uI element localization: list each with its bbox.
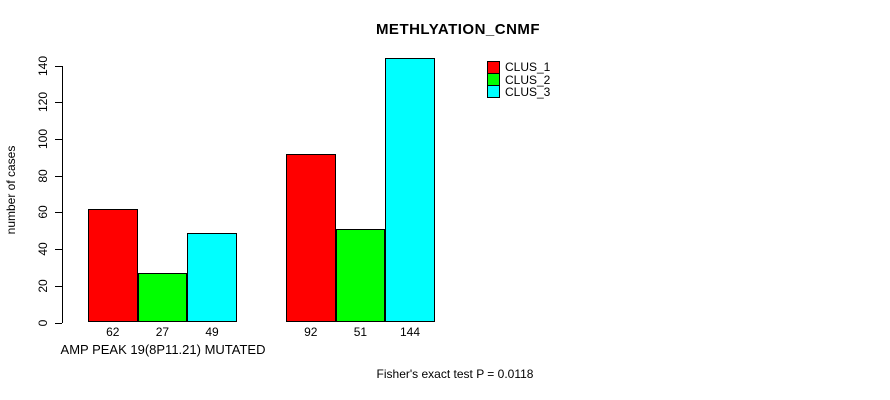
legend-label: CLUS_2 xyxy=(505,72,551,87)
annotation-text: Fisher's exact test P = 0.0118 xyxy=(376,367,534,381)
legend-item: CLUS_2 xyxy=(487,72,551,87)
bar-clus_1-group1 xyxy=(88,208,138,323)
bar-value-label: 49 xyxy=(205,325,219,339)
legend-swatch-clus_1 xyxy=(487,60,500,74)
y-tick-mark xyxy=(55,175,62,177)
legend-label: CLUS_1 xyxy=(505,60,551,75)
chart-title: METHLYATION_CNMF xyxy=(375,21,541,38)
bar-clus_2-group1 xyxy=(137,272,188,323)
bar-value-label: 62 xyxy=(106,325,120,339)
y-tick-label: 60 xyxy=(36,205,50,220)
y-axis-line xyxy=(62,65,63,324)
legend-label: CLUS_3 xyxy=(505,84,551,99)
x-axis-group-label: AMP PEAK 19(8P11.21) MUTATED xyxy=(60,342,266,357)
y-tick-mark xyxy=(55,322,62,324)
legend: CLUS_1 CLUS_2 CLUS_3 xyxy=(487,60,551,99)
bar-clus_2-group2 xyxy=(335,228,386,323)
y-tick-label: 0 xyxy=(36,319,50,326)
y-tick-label: 140 xyxy=(36,55,50,76)
bar-clus_3-group2 xyxy=(385,58,435,323)
bar-clus_3-group1 xyxy=(187,232,237,323)
y-tick-mark xyxy=(55,249,62,251)
y-tick-mark xyxy=(55,212,62,214)
bar-value-label: 51 xyxy=(353,325,368,339)
bar-value-label: 27 xyxy=(155,325,170,339)
legend-item: CLUS_1 xyxy=(487,60,551,75)
y-tick-label: 80 xyxy=(36,169,50,183)
bar-value-label: 92 xyxy=(304,325,318,339)
y-tick-label: 100 xyxy=(36,129,50,150)
y-tick-mark xyxy=(55,65,62,67)
y-tick-label: 40 xyxy=(36,242,50,256)
bar-value-label: 144 xyxy=(399,325,421,339)
legend-swatch-clus_3 xyxy=(487,85,500,99)
legend-item: CLUS_3 xyxy=(487,84,551,99)
y-tick-label: 120 xyxy=(36,92,50,113)
y-tick-mark xyxy=(55,285,62,287)
y-tick-mark xyxy=(55,102,62,104)
legend-swatch-clus_2 xyxy=(487,73,500,87)
y-tick-mark xyxy=(55,139,62,141)
y-tick-label: 20 xyxy=(36,279,50,293)
bar-clus_1-group2 xyxy=(286,153,336,323)
